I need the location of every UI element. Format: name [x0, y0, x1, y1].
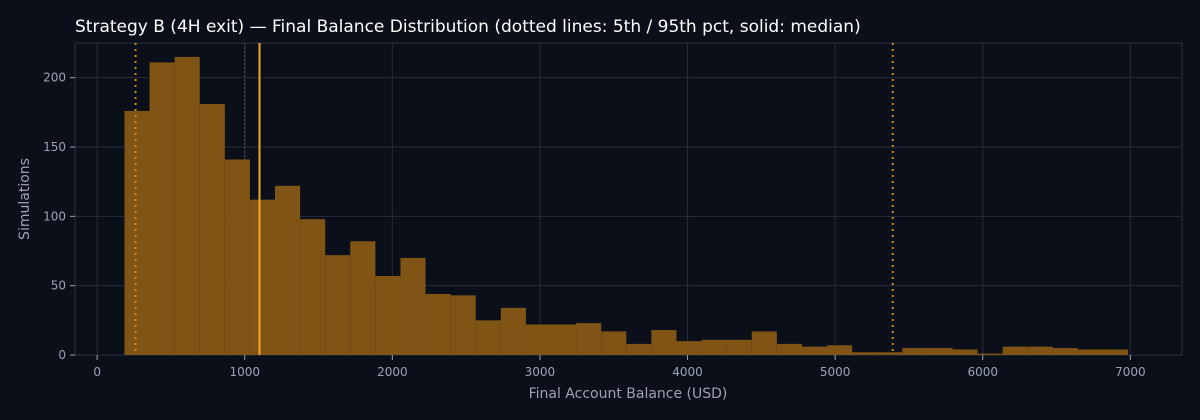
histogram-bar — [927, 348, 953, 355]
x-tick-label: 3000 — [525, 365, 556, 379]
y-axis-label: Simulations — [17, 158, 33, 240]
histogram-bar — [375, 275, 401, 355]
x-tick-label: 1000 — [229, 365, 260, 379]
histogram-bar — [274, 185, 301, 355]
histogram-bar — [776, 343, 802, 355]
histogram-bar — [300, 219, 326, 355]
histogram-bar — [249, 199, 275, 355]
histogram-bar — [400, 257, 426, 355]
histogram-bar — [325, 255, 351, 355]
axis-ticks: 0 1000 2000 3000 4000 5000 6000 7000 0 50 100 150 20… — [43, 71, 1146, 379]
histogram-bar — [500, 307, 526, 355]
histogram-bar — [425, 293, 451, 355]
histogram-bar — [350, 241, 376, 355]
histogram-bar — [1103, 349, 1129, 355]
histogram-bar — [827, 345, 853, 355]
histogram-bar — [701, 339, 727, 355]
histogram-bar — [450, 295, 476, 355]
histogram-bar — [852, 352, 878, 355]
y-tick-label: 50 — [51, 279, 66, 293]
y-tick-label: 200 — [43, 71, 66, 85]
histogram-bar — [601, 331, 627, 355]
x-tick-label: 7000 — [1115, 365, 1146, 379]
histogram-bar — [626, 343, 652, 355]
histogram-bar — [475, 320, 501, 355]
x-tick-label: 4000 — [672, 365, 703, 379]
histogram-bar — [651, 330, 677, 355]
histogram-bar — [174, 56, 200, 355]
histogram-bar — [952, 349, 978, 355]
y-tick-label: 150 — [43, 140, 66, 154]
x-tick-label: 0 — [93, 365, 101, 379]
histogram-bar — [1077, 349, 1104, 355]
x-tick-label: 6000 — [967, 365, 998, 379]
histogram-bar — [1002, 346, 1028, 355]
x-tick-label: 2000 — [377, 365, 408, 379]
histogram-bar — [902, 348, 928, 355]
y-tick-label: 100 — [43, 209, 66, 223]
histogram-bar — [751, 331, 777, 355]
histogram-bar — [576, 323, 602, 355]
histogram-bar — [801, 346, 828, 355]
histogram-bar — [726, 339, 752, 355]
percentile-markers — [134, 43, 894, 355]
chart-title: Strategy B (4H exit) — Final Balance Dis… — [75, 17, 861, 37]
histogram-bar — [877, 352, 903, 355]
x-axis-label: Final Account Balance (USD) — [529, 386, 728, 402]
y-tick-label: 0 — [58, 348, 66, 362]
histogram-bar — [149, 62, 175, 356]
histogram-bar — [676, 341, 702, 355]
histogram-bar — [124, 110, 150, 356]
histogram-bar — [977, 353, 1003, 355]
histogram-bar — [1027, 346, 1053, 355]
histogram-bar — [199, 104, 225, 355]
histogram-bar — [551, 324, 577, 355]
histogram-bar — [224, 159, 250, 355]
histogram-bars — [124, 56, 1129, 356]
x-tick-label: 5000 — [820, 365, 851, 379]
histogram-bar — [1052, 348, 1078, 355]
histogram-bar — [525, 324, 552, 355]
